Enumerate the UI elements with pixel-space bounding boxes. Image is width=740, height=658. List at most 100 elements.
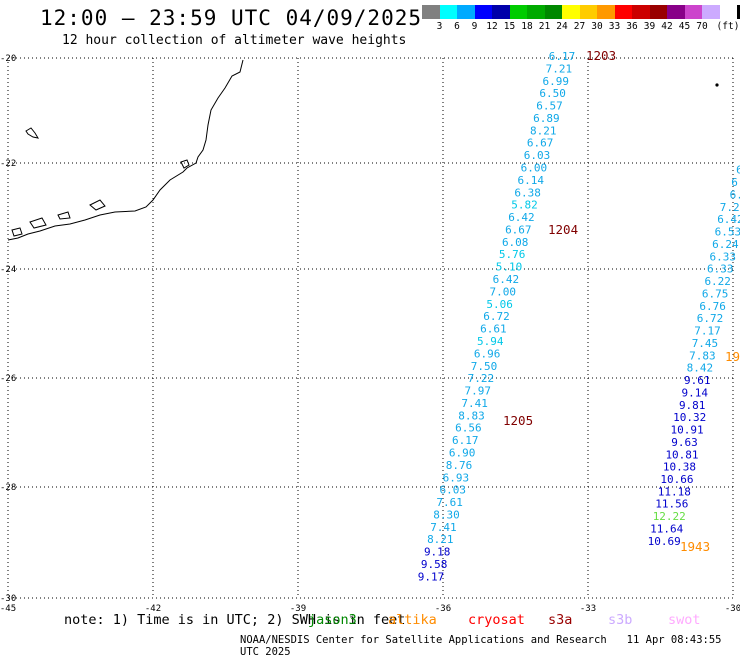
- wave-height-value: 12.22: [653, 510, 686, 523]
- color-scale-labels: (ft) 3 6 9 12 15 18 21 24 27 30 33 36 39 42 45 70: [422, 21, 740, 33]
- wave-height-value: 6.42: [717, 213, 740, 226]
- wave-height-value: 7.17: [694, 325, 721, 338]
- wave-height-value: 10.69: [648, 535, 681, 548]
- color-swatch: [597, 5, 615, 19]
- coastline: [7, 59, 244, 241]
- longitude-label: -42: [145, 604, 161, 614]
- wave-height-value: 10.81: [665, 448, 698, 461]
- color-swatch: [492, 5, 510, 19]
- wave-height-value: 6.42: [508, 211, 535, 224]
- wave-height-value: 7.45: [692, 337, 719, 350]
- longitude-label: -33: [580, 604, 596, 614]
- wave-height-value: 6.76: [699, 300, 726, 313]
- latitude-label: -30: [0, 594, 16, 604]
- wave-height-value: 7.22: [468, 372, 495, 385]
- color-scale-tick: 6: [454, 21, 460, 32]
- color-scale-tick: 3: [436, 21, 443, 32]
- track-time-label: 1203: [586, 48, 616, 63]
- wave-height-value: 6.50: [539, 87, 566, 100]
- wave-height-value: 10.32: [673, 411, 706, 424]
- wave-height-value: 5.06: [486, 298, 513, 311]
- track-time-labels: 1203 1204 1205 1943 19: [503, 48, 740, 554]
- wave-height-value: 6.4: [731, 176, 740, 189]
- color-swatch: [457, 5, 475, 19]
- color-scale-tick: 27: [573, 21, 586, 32]
- wave-height-value: 6.61: [480, 323, 507, 336]
- color-scale-tick: 21: [538, 21, 551, 32]
- wave-height-value: 9.81: [679, 399, 706, 412]
- wave-height-value: 7.83: [689, 349, 716, 362]
- color-swatch: [422, 5, 440, 19]
- track-time-label: 1204: [548, 222, 578, 237]
- wave-height-value: 10.38: [663, 461, 696, 474]
- legend-s3a: s3a: [548, 612, 573, 628]
- color-scale-tick: 9: [471, 21, 478, 32]
- latitude-label: -26: [0, 374, 16, 384]
- wave-height-value: 6.33: [707, 263, 734, 276]
- wave-height-value: 6.03: [440, 484, 467, 497]
- wave-height-value: 8.21: [530, 124, 557, 137]
- wave-height-value: 8.42: [687, 362, 714, 375]
- wave-height-value: 11.18: [658, 485, 691, 498]
- color-swatch: [684, 5, 702, 19]
- island-small: [180, 159, 190, 169]
- color-scale-tick: 39: [643, 21, 656, 32]
- color-scale-tick: 30: [591, 21, 603, 32]
- island-north: [25, 127, 40, 139]
- wave-height-value: 9.61: [684, 374, 711, 387]
- wave-height-value: 7.41: [430, 521, 457, 534]
- axis-tick-labels: -45 -42 -39 -36 -33 -30 -20 -22 -24 -26 -28 -30: [0, 54, 740, 614]
- color-scale-unit: (ft): [716, 21, 740, 32]
- longitude-label: -36: [435, 604, 451, 614]
- color-swatch: [439, 5, 457, 19]
- wave-height-value: 8.83: [458, 409, 485, 422]
- wave-height-value: 6.90: [449, 446, 476, 459]
- wave-height-value: 6.67: [505, 223, 532, 236]
- wave-height-value: 6.99: [543, 75, 570, 88]
- note-text: note: 1) Time is in UTC; 2) SWH is in fe…: [64, 612, 406, 628]
- longitude-label: -45: [0, 604, 16, 614]
- wave-height-value: 6.93: [443, 471, 470, 484]
- wave-height-value: 7.24: [720, 201, 740, 214]
- wave-height-value: 6.67: [527, 137, 554, 150]
- wave-height-value: 5.82: [511, 199, 538, 212]
- color-scale-tick: 36: [626, 21, 638, 32]
- wave-height-value: 6.33: [710, 250, 737, 263]
- wave-height-value: 5.76: [499, 248, 526, 261]
- color-scale-tick: 24: [556, 21, 568, 32]
- wave-height-value: 10.91: [671, 424, 704, 437]
- wave-height-value: 6.56: [455, 422, 482, 435]
- color-swatch: [509, 5, 527, 19]
- legend-altika: altika: [388, 612, 437, 628]
- map-title: 12:00 – 23:59 UTC 04/09/2025: [40, 6, 423, 30]
- longitude-label: -39: [290, 604, 306, 614]
- lat-lon-grid: [7, 57, 734, 599]
- latitude-label: -20: [0, 54, 16, 64]
- latitude-label: -22: [0, 159, 16, 169]
- wave-height-value: 6.22: [704, 275, 731, 288]
- color-swatch: [737, 5, 740, 19]
- color-scale-tick: 15: [503, 21, 516, 32]
- color-swatch: [614, 5, 632, 19]
- color-swatch: [719, 5, 737, 19]
- island-dot: [715, 83, 719, 87]
- track-time-label: 19: [725, 349, 740, 364]
- color-scale-tick: 70: [696, 21, 708, 32]
- wave-height-value: 8.21: [427, 533, 454, 546]
- color-scale-tick: 45: [678, 21, 691, 32]
- satellite-legend: jason3 altika cryosat s3a s3b swot: [0, 612, 740, 630]
- coastal-islands: [11, 199, 106, 237]
- wave-height-value: 6.17: [452, 434, 479, 447]
- color-scale-bar: [422, 5, 740, 19]
- legend-cryosat: cryosat: [468, 612, 525, 628]
- wave-height-value: 7.50: [471, 360, 498, 373]
- color-swatch: [474, 5, 492, 19]
- wave-height-value: 6.03: [524, 149, 551, 162]
- wave-height-value: 6.: [736, 164, 740, 177]
- color-scale-tick: 33: [608, 21, 621, 32]
- color-scale-tick: 42: [661, 21, 673, 32]
- wave-height-value: 6.7: [730, 188, 740, 201]
- credit-line: NOAA/NESDIS Center for Satellite Applica…: [240, 634, 740, 658]
- color-swatch: [579, 5, 597, 19]
